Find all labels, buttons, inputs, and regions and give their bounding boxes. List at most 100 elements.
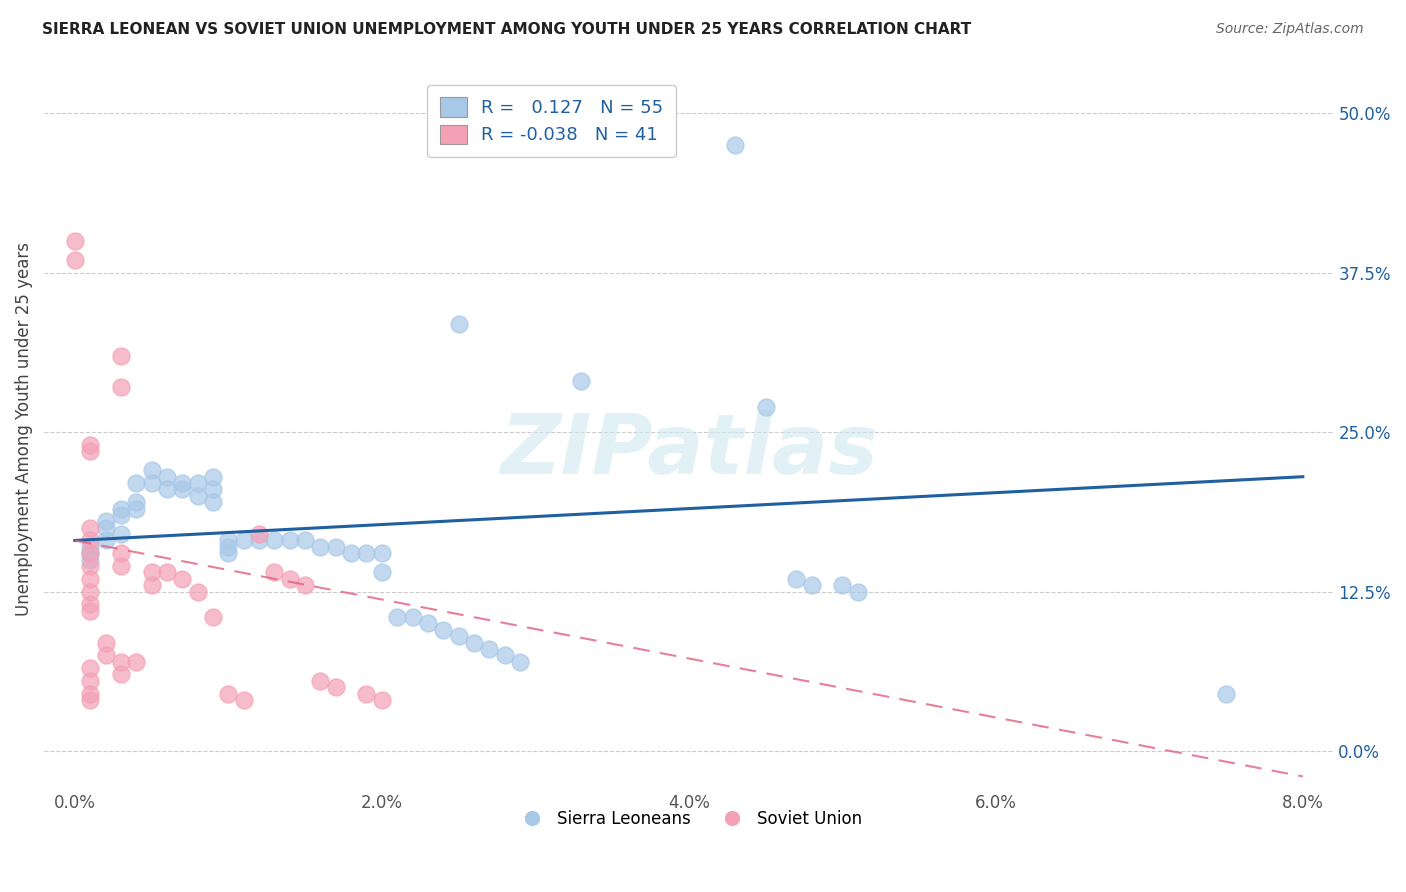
- Point: [79, 687, 101, 701]
- Text: ZIPatlas: ZIPatlas: [501, 410, 877, 491]
- Point: [125, 655, 148, 669]
- Legend: Sierra Leoneans, Soviet Union: Sierra Leoneans, Soviet Union: [509, 804, 869, 835]
- Point: [217, 540, 239, 554]
- Point: [356, 687, 378, 701]
- Point: [447, 629, 470, 643]
- Point: [94, 533, 117, 548]
- Point: [371, 566, 394, 580]
- Point: [125, 495, 148, 509]
- Point: [94, 635, 117, 649]
- Point: [172, 572, 194, 586]
- Point: [401, 610, 423, 624]
- Point: [278, 572, 301, 586]
- Point: [79, 540, 101, 554]
- Point: [294, 578, 316, 592]
- Point: [79, 693, 101, 707]
- Point: [494, 648, 516, 663]
- Point: [172, 483, 194, 497]
- Point: [110, 546, 132, 560]
- Point: [79, 661, 101, 675]
- Point: [79, 584, 101, 599]
- Point: [217, 546, 239, 560]
- Point: [247, 527, 270, 541]
- Point: [263, 566, 285, 580]
- Point: [217, 533, 239, 548]
- Point: [278, 533, 301, 548]
- Point: [201, 610, 224, 624]
- Point: [385, 610, 408, 624]
- Point: [232, 533, 254, 548]
- Point: [94, 648, 117, 663]
- Point: [172, 476, 194, 491]
- Point: [110, 501, 132, 516]
- Point: [356, 546, 378, 560]
- Point: [79, 559, 101, 574]
- Point: [141, 476, 163, 491]
- Point: [110, 527, 132, 541]
- Point: [79, 546, 101, 560]
- Point: [110, 667, 132, 681]
- Point: [263, 533, 285, 548]
- Point: [110, 508, 132, 522]
- Point: [217, 687, 239, 701]
- Point: [232, 693, 254, 707]
- Point: [478, 641, 501, 656]
- Text: SIERRA LEONEAN VS SOVIET UNION UNEMPLOYMENT AMONG YOUTH UNDER 25 YEARS CORRELATI: SIERRA LEONEAN VS SOVIET UNION UNEMPLOYM…: [42, 22, 972, 37]
- Point: [846, 584, 869, 599]
- Point: [125, 501, 148, 516]
- Point: [371, 693, 394, 707]
- Point: [800, 578, 823, 592]
- Point: [247, 533, 270, 548]
- Point: [79, 546, 101, 560]
- Point: [79, 597, 101, 611]
- Point: [79, 673, 101, 688]
- Point: [79, 552, 101, 566]
- Point: [125, 476, 148, 491]
- Point: [156, 469, 179, 483]
- Point: [201, 495, 224, 509]
- Point: [432, 623, 454, 637]
- Point: [724, 138, 747, 153]
- Point: [156, 566, 179, 580]
- Point: [785, 572, 807, 586]
- Point: [187, 584, 209, 599]
- Y-axis label: Unemployment Among Youth under 25 years: Unemployment Among Youth under 25 years: [15, 242, 32, 615]
- Point: [110, 655, 132, 669]
- Point: [94, 514, 117, 528]
- Point: [569, 374, 592, 388]
- Point: [371, 546, 394, 560]
- Point: [201, 469, 224, 483]
- Point: [156, 483, 179, 497]
- Point: [201, 483, 224, 497]
- Point: [141, 463, 163, 477]
- Point: [63, 234, 86, 248]
- Point: [325, 540, 347, 554]
- Text: Source: ZipAtlas.com: Source: ZipAtlas.com: [1216, 22, 1364, 37]
- Point: [187, 476, 209, 491]
- Point: [79, 572, 101, 586]
- Point: [63, 252, 86, 267]
- Point: [141, 578, 163, 592]
- Point: [340, 546, 363, 560]
- Point: [294, 533, 316, 548]
- Point: [416, 616, 439, 631]
- Point: [79, 521, 101, 535]
- Point: [110, 559, 132, 574]
- Point: [1215, 687, 1237, 701]
- Point: [309, 540, 332, 554]
- Point: [447, 317, 470, 331]
- Point: [79, 604, 101, 618]
- Point: [309, 673, 332, 688]
- Point: [110, 380, 132, 394]
- Point: [79, 438, 101, 452]
- Point: [463, 635, 485, 649]
- Point: [141, 566, 163, 580]
- Point: [187, 489, 209, 503]
- Point: [831, 578, 853, 592]
- Point: [79, 533, 101, 548]
- Point: [79, 444, 101, 458]
- Point: [110, 349, 132, 363]
- Point: [325, 680, 347, 694]
- Point: [94, 521, 117, 535]
- Point: [754, 400, 776, 414]
